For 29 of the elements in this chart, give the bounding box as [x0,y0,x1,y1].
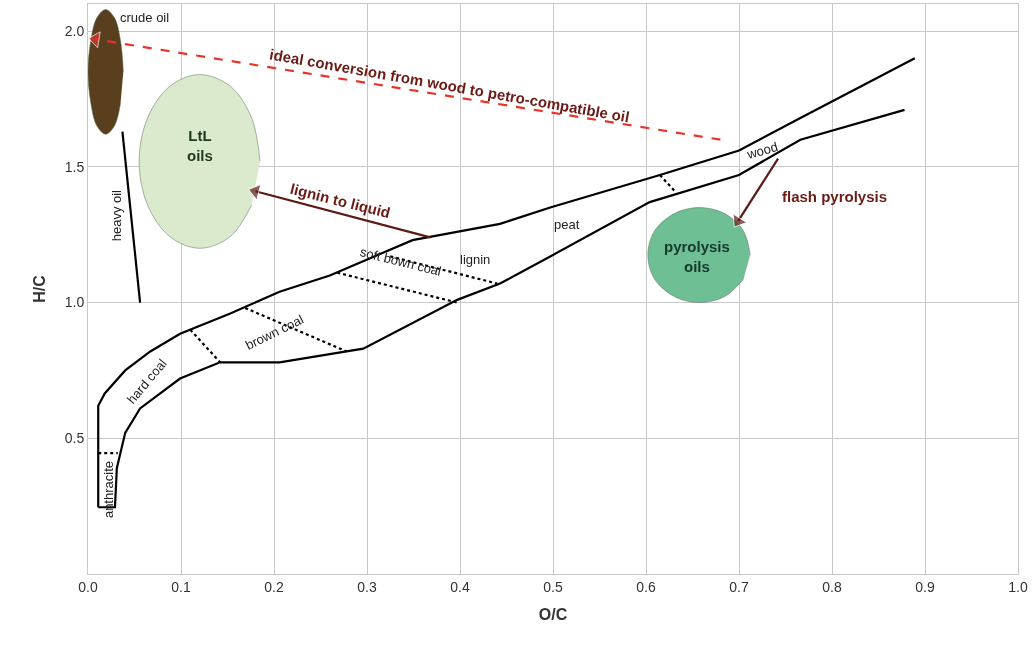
y-axis-title: H/C [30,274,48,303]
x-tick-label: 1.0 [1008,578,1028,595]
annotation: pyrolysis oils [664,238,730,275]
x-tick-label: 0.5 [543,578,563,595]
y-tick-label: 0.5 [64,430,85,447]
annotation: crude oil [120,10,170,25]
y-tick-label: 1.5 [64,158,85,175]
y-tick-label: 1.0 [64,294,85,311]
annotation: flash pyrolysis [782,188,888,205]
x-tick-label: 0.8 [822,578,842,595]
x-tick-label: 0.7 [729,578,749,595]
annotation: wood [744,138,780,163]
annotation: peat [554,217,580,232]
x-tick-label: 0.3 [357,578,377,595]
annotation: brown coal [242,311,307,353]
x-tick-label: 0.6 [636,578,656,595]
x-tick-label: 0.4 [450,578,470,595]
x-axis-title: O/C [538,606,568,624]
x-tick-label: 0.0 [78,578,98,595]
y-tick-label: 2.0 [64,23,85,40]
annotation: anthracite [100,461,116,519]
annotation: lignin [460,252,491,267]
x-tick-label: 0.1 [171,578,191,595]
x-tick-label: 0.2 [264,578,284,595]
x-tick-label: 0.9 [915,578,935,595]
annotation: LtL oils [187,127,213,164]
annotation: heavy oil [109,189,125,242]
annotation: soft bown coal [358,244,443,279]
annotation: lignin to liquid [288,179,393,222]
